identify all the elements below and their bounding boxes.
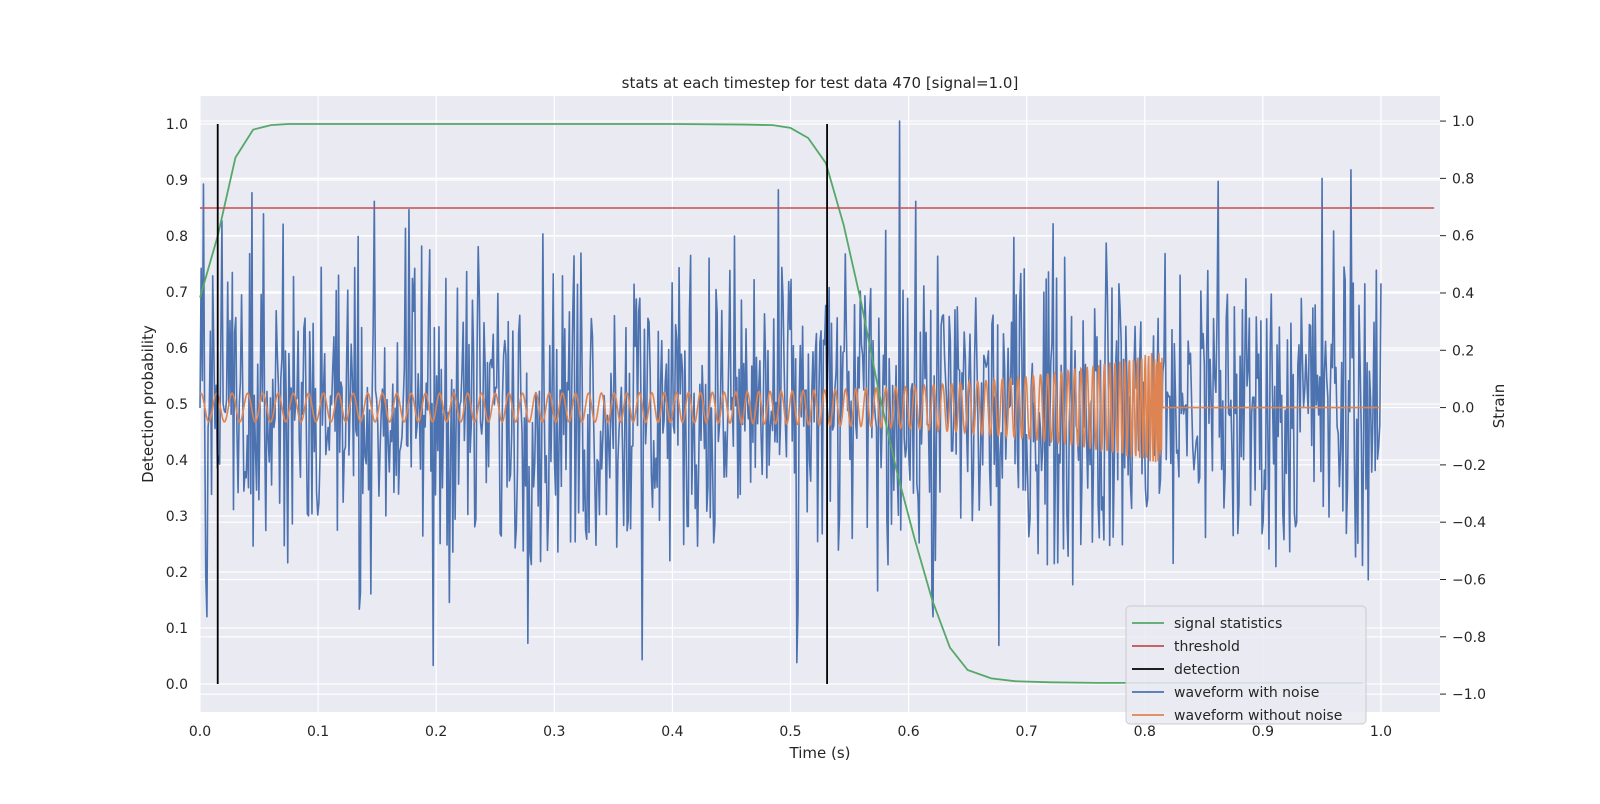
y-axis-label-right: Strain xyxy=(1490,384,1508,428)
y-tick-label-left: 0.5 xyxy=(166,397,188,413)
y-tick-label-right: −0.2 xyxy=(1452,458,1486,474)
legend-label: threshold xyxy=(1174,639,1240,655)
y-tick-label-left: 0.1 xyxy=(166,621,188,637)
chart-title: stats at each timestep for test data 470… xyxy=(622,74,1019,92)
x-tick-label: 0.7 xyxy=(1016,724,1038,740)
series-layer xyxy=(199,120,1435,684)
x-axis-label: Time (s) xyxy=(789,744,851,762)
y-tick-label-right: −1.0 xyxy=(1452,687,1486,703)
y-tick-label-right: 0.4 xyxy=(1452,286,1474,302)
y-tick-label-right: −0.6 xyxy=(1452,572,1486,588)
y-tick-label-left: 1.0 xyxy=(166,117,188,133)
x-tick-label: 1.0 xyxy=(1370,724,1392,740)
y-tick-label-right: −0.4 xyxy=(1452,515,1486,531)
y-axis-label-left: Detection probability xyxy=(139,325,157,483)
x-tick-label: 0.8 xyxy=(1134,724,1156,740)
x-tick-label: 0.6 xyxy=(897,724,919,740)
y-tick-label-left: 0.0 xyxy=(166,677,188,693)
signal-statistics-line xyxy=(199,123,1364,684)
x-tick-label: 0.0 xyxy=(189,724,211,740)
y-tick-label-left: 0.4 xyxy=(166,453,188,469)
y-tick-label-right: 0.0 xyxy=(1452,401,1474,417)
legend-label: waveform with noise xyxy=(1174,685,1319,701)
legend-label: waveform without noise xyxy=(1174,708,1342,724)
x-tick-label: 0.2 xyxy=(425,724,447,740)
y-tick-label-left: 0.7 xyxy=(166,285,188,301)
y-tick-label-right: 1.0 xyxy=(1452,114,1474,130)
waveform-without-noise-line xyxy=(199,353,1381,463)
legend-box xyxy=(1125,605,1367,725)
y-tick-label-left: 0.9 xyxy=(166,173,188,189)
x-tick-label: 0.9 xyxy=(1252,724,1274,740)
y-tick-label-left: 0.3 xyxy=(166,509,188,525)
y-tick-label-left: 0.6 xyxy=(166,341,188,357)
x-tick-label: 0.3 xyxy=(543,724,565,740)
x-tick-label: 0.5 xyxy=(779,724,801,740)
x-tick-label: 0.4 xyxy=(661,724,683,740)
x-tick-label: 0.1 xyxy=(307,724,329,740)
y-tick-label-right: 0.6 xyxy=(1452,229,1474,245)
y-tick-label-left: 0.2 xyxy=(166,565,188,581)
legend: signal statistics threshold detection wavef… xyxy=(1125,605,1367,725)
y-tick-label-right: 0.2 xyxy=(1452,343,1474,359)
y-tick-label-left: 0.8 xyxy=(166,229,188,245)
y-tick-label-right: 0.8 xyxy=(1452,171,1474,187)
waveform-with-noise-line xyxy=(199,120,1382,667)
y-tick-label-right: −0.8 xyxy=(1452,630,1486,646)
axes: 0.0 0.1 0.2 0.3 0.4 0.5 0.6 0.7 0.8 0.9 1.0 0.0 0.1 0… xyxy=(166,114,1486,740)
legend-label: signal statistics xyxy=(1174,616,1282,632)
legend-label: detection xyxy=(1174,662,1240,678)
